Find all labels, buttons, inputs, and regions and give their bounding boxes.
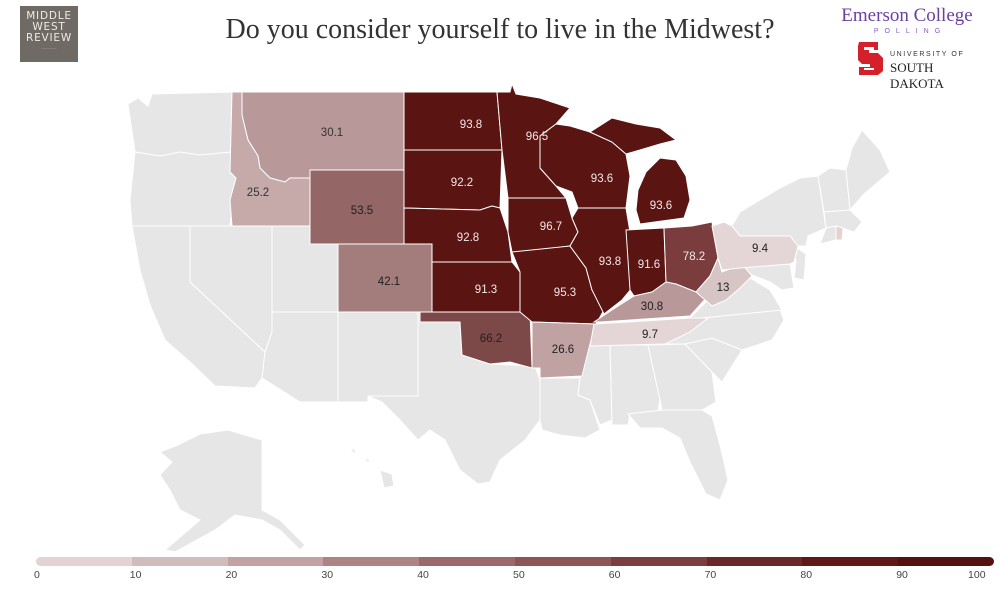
logo-tagline: ————— [41,46,57,50]
polling-text: POLLING [873,28,947,35]
logo-line-2: WEST [32,21,66,33]
state-rhode-island [835,225,844,241]
state-arizona [261,311,339,403]
legend-segment-30-40 [323,557,420,566]
legend-segment-40-50 [419,557,515,566]
state-michigan [635,157,691,225]
label-wv: 13 [717,282,730,294]
logo-line-3: REVIEW [25,32,73,44]
legend-segment-70-80 [706,557,803,566]
color-scale-legend [36,557,994,566]
label-nd: 93.8 [460,119,482,131]
label-tn: 9.7 [642,329,658,341]
state-new-jersey [793,244,807,281]
state-washington [127,91,233,157]
label-mt: 30.1 [321,127,343,139]
state-texas [367,311,541,485]
state-oregon [129,151,237,227]
label-mn: 96.5 [526,131,548,143]
label-ar: 26.6 [552,344,574,356]
legend-tick: 10 [129,569,142,581]
legend-tick: 90 [896,569,908,581]
state-alaska [159,429,306,553]
label-sd: 92.2 [451,177,473,189]
legend-segment-80-90 [802,557,899,566]
label-ky: 30.8 [641,301,663,313]
state-new-mexico [337,311,419,403]
emerson-polling-logo: Emerson College POLLING [832,6,982,38]
legend-segment-10-20 [131,557,228,566]
label-pa: 9.4 [752,243,769,255]
state-maine [845,129,891,212]
usd-logo: UNIVERSITY OF SOUTH DAKOTA [856,38,990,91]
legend-tick: 30 [321,569,334,581]
label-il: 93.8 [599,256,621,268]
label-mo: 95.3 [554,287,576,299]
state-tennessee [589,317,710,347]
state-idaho [229,91,311,227]
legend-tick: 100 [968,569,986,581]
legend-segment-60-70 [610,557,707,566]
legend-segment-50-60 [514,557,611,566]
data-states [229,82,844,379]
legend-tick: 80 [800,569,813,581]
label-in: 91.6 [638,259,660,271]
label-wy: 53.5 [351,205,373,217]
label-oh: 78.2 [683,251,705,263]
label-ia: 96.7 [540,221,562,233]
label-ks: 91.3 [475,284,497,296]
legend-ticks: 0 10 20 30 40 50 60 70 80 90 100 [34,569,994,583]
middle-west-review-logo: MIDDLE WEST REVIEW ————— [20,6,78,62]
usd-sd-icon [858,42,883,75]
legend-tick: 40 [417,569,429,581]
state-kentucky [592,281,709,323]
state-vermont-nh [817,167,851,213]
state-west-virginia [695,256,753,307]
label-id: 25.2 [247,187,269,199]
state-hawaii [348,447,395,489]
legend-segment-0-10 [36,557,132,566]
label-mi: 93.6 [650,200,672,212]
emerson-name: Emerson College [841,5,973,26]
label-ok: 66.2 [480,333,502,345]
logo-line-1: MIDDLE [26,10,72,22]
usd-university-of: UNIVERSITY OF [890,51,965,58]
legend-tick: 0 [34,569,40,581]
label-co: 42.1 [378,276,400,288]
chart-title: Do you consider yourself to live in the … [225,14,775,45]
label-ne: 92.8 [457,232,479,244]
state-illinois [569,207,633,315]
no-data-states [127,91,891,553]
state-pennsylvania [711,221,799,271]
legend-tick: 60 [608,569,621,581]
usd-south-dakota: SOUTH DAKOTA [890,60,944,91]
value-labels: 30.1 25.2 53.5 42.1 93.8 92.2 92.8 91.3 … [247,119,769,356]
legend-segment-90-100 [898,557,994,566]
state-michigan-up [588,117,678,155]
legend-tick: 20 [225,569,238,581]
legend-segment-20-30 [227,557,324,566]
legend-tick: 50 [513,569,525,581]
state-oklahoma [419,311,533,369]
label-wi: 93.6 [591,173,613,185]
state-florida [627,409,729,501]
state-nebraska [403,205,513,263]
legend-tick: 70 [704,569,717,581]
state-north-dakota [403,91,503,151]
